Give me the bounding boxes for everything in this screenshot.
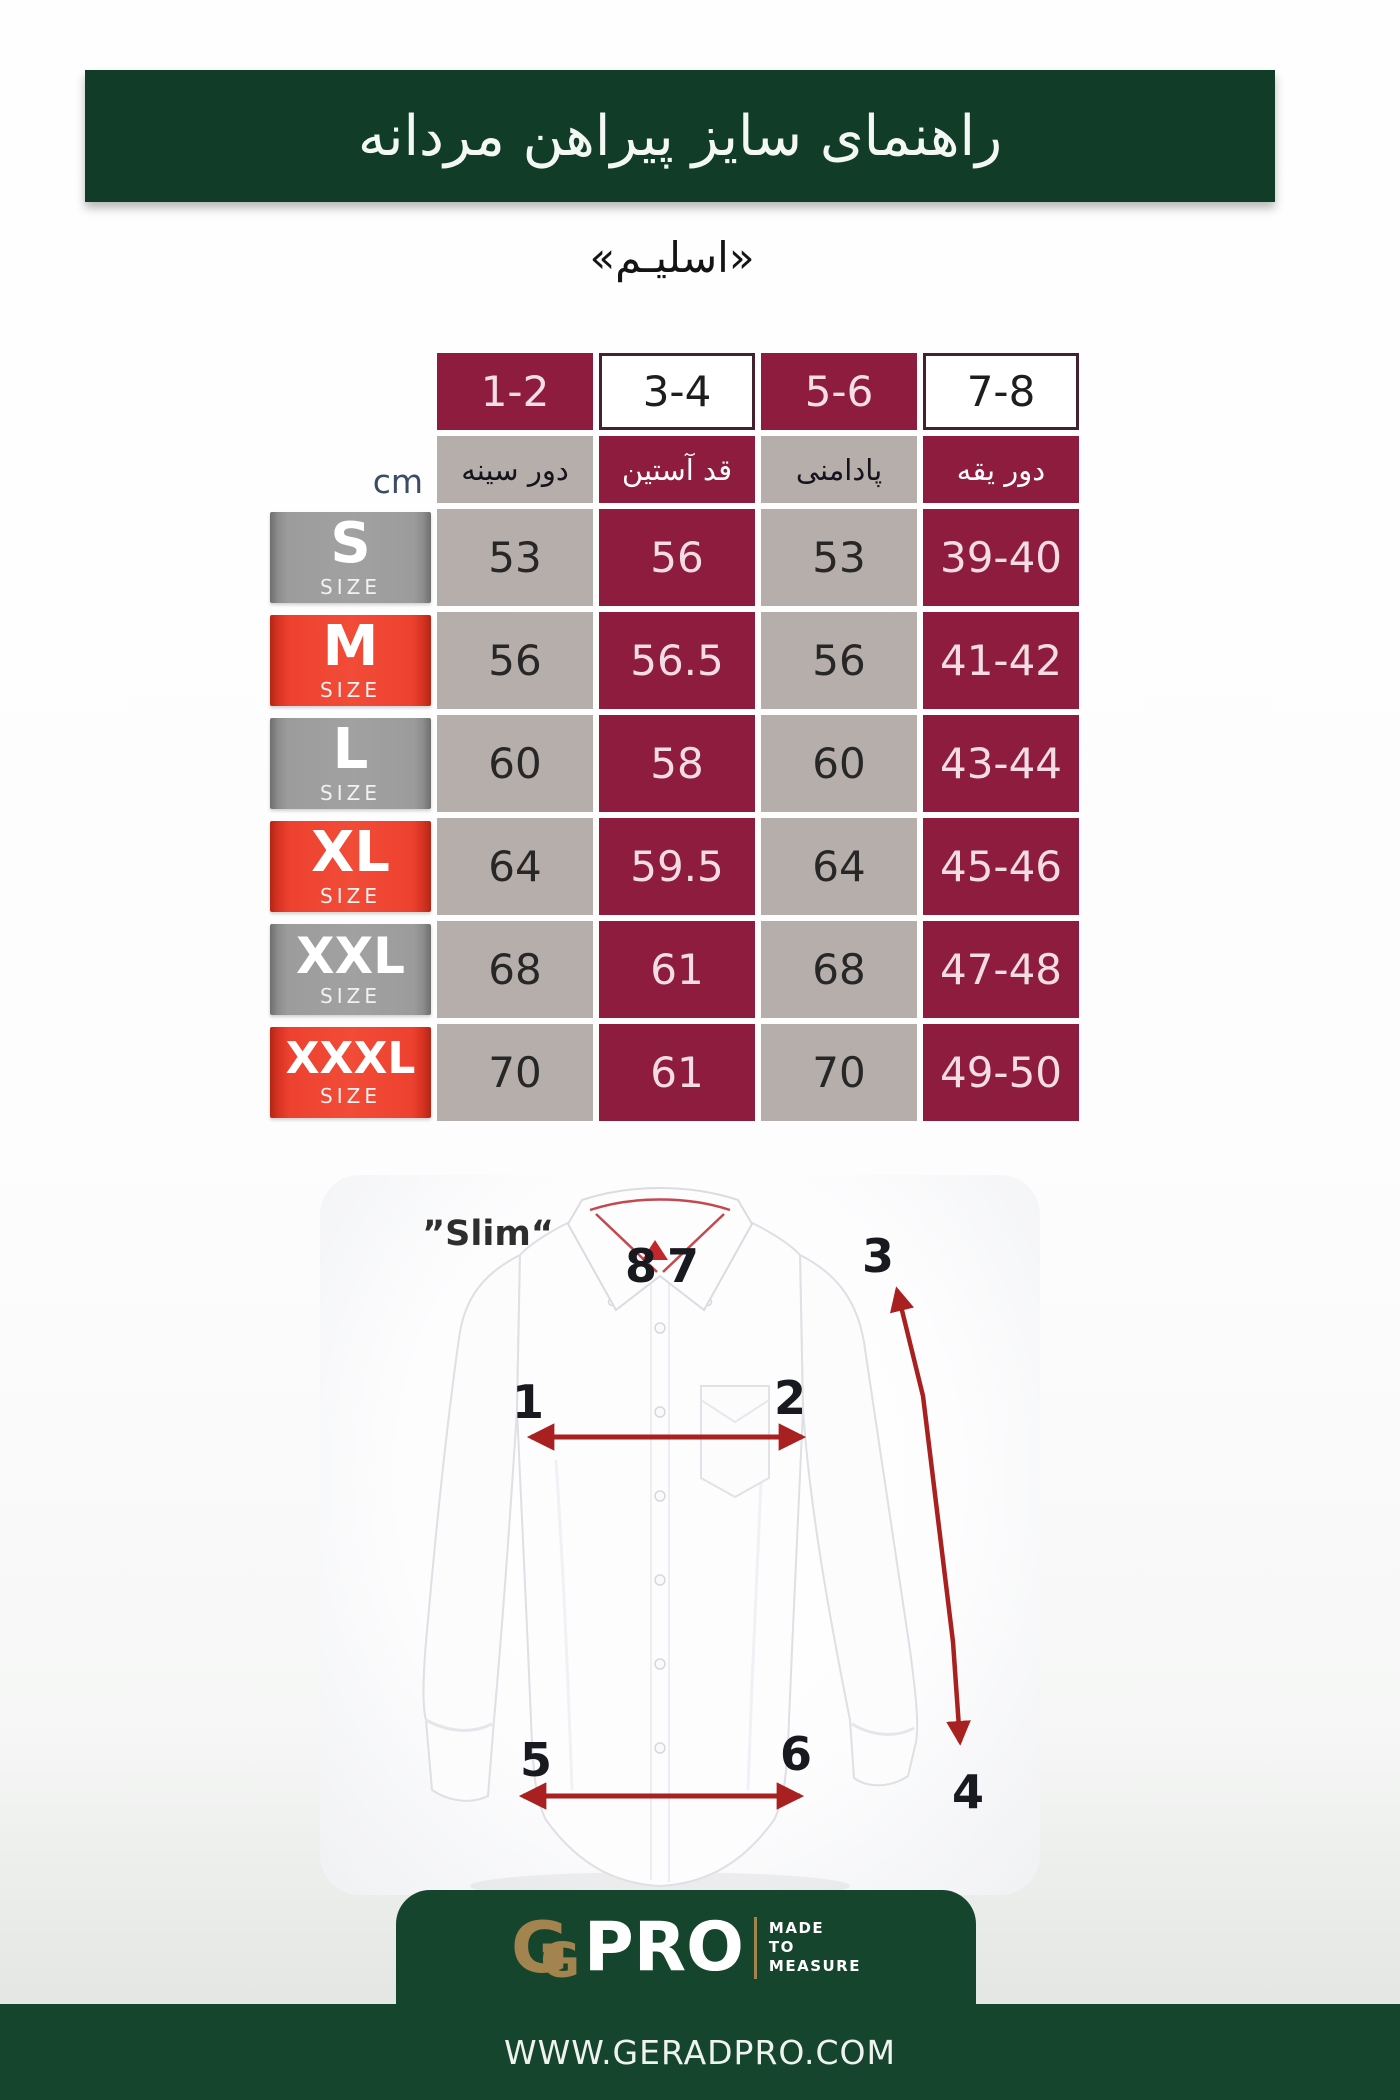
size-letter-l: L	[332, 717, 369, 782]
body-crease-left	[554, 1459, 574, 1791]
cell-xl-chest: 64	[437, 818, 593, 915]
cell-s-chest: 53	[437, 509, 593, 606]
logo-pro-text: PRO	[583, 1907, 744, 1987]
size-sublabel: SIZE	[320, 575, 381, 599]
pocket-flap-line	[700, 1399, 770, 1424]
measure-header-hem: پادامنی	[761, 436, 917, 503]
chest-pocket	[700, 1385, 770, 1499]
cell-xxxl-chest: 70	[437, 1024, 593, 1121]
measurement-arrows	[518, 1286, 971, 1810]
shirt-left-sleeve	[422, 1253, 522, 1802]
tagline-line-2: TO	[768, 1938, 795, 1956]
slim-fit-label: ”Slim“	[422, 1214, 554, 1254]
brand-logo-panel: G G PRO MADE TO MEASURE	[396, 1890, 976, 2005]
size-tag-s: S SIZE	[270, 512, 431, 603]
size-letter-s: S	[330, 511, 371, 576]
cell-xl-sleeve: 59.5	[599, 818, 755, 915]
body-crease-right	[746, 1459, 764, 1791]
brand-logo: G G PRO MADE TO MEASURE	[511, 1911, 861, 1985]
size-sublabel: SIZE	[320, 678, 381, 702]
cell-xxl-collar: 47-48	[923, 921, 1079, 1018]
cell-m-collar: 41-42	[923, 612, 1079, 709]
page-title: راهنمای سایز پیراهن مردانه	[357, 103, 1003, 169]
diagram-label-2: 2	[774, 1371, 806, 1425]
footer-bar: WWW.GERADPRO.COM	[0, 2004, 1400, 2100]
shirt-right-sleeve	[798, 1253, 919, 1787]
tagline-line-3: MEASURE	[768, 1957, 861, 1975]
diagram-label-1: 1	[512, 1375, 544, 1429]
size-sublabel: SIZE	[320, 1084, 381, 1108]
cell-l-chest: 60	[437, 715, 593, 812]
shirt-measurement-diagram: ”Slim“ 1 2 3 4 5 6 7 8	[422, 1187, 984, 1900]
point-header-5-6: 5-6	[761, 353, 917, 430]
diagram-label-7: 7	[667, 1239, 699, 1293]
diagram-label-4: 4	[952, 1765, 984, 1819]
cell-l-hem: 60	[761, 715, 917, 812]
cell-l-collar: 43-44	[923, 715, 1079, 812]
diagram-label-6: 6	[780, 1727, 812, 1781]
logo-letter-g1: G	[511, 1906, 569, 1989]
logo-tagline: MADE TO MEASURE	[769, 1919, 861, 1976]
size-letter-xxl: XXL	[296, 927, 405, 985]
cell-m-chest: 56	[437, 612, 593, 709]
title-bar: راهنمای سایز پیراهن مردانه	[85, 70, 1275, 202]
cell-s-collar: 39-40	[923, 509, 1079, 606]
logo-divider	[753, 1916, 757, 1979]
size-letter-m: M	[322, 614, 379, 679]
sleeve-arrow	[889, 1286, 971, 1746]
collar-marker-triangle	[642, 1240, 668, 1260]
left-cuff-seam	[425, 1718, 493, 1732]
cell-xl-hem: 64	[761, 818, 917, 915]
cell-xl-collar: 45-46	[923, 818, 1079, 915]
measure-header-collar: دور یقه	[923, 436, 1079, 503]
cell-l-sleeve: 58	[599, 715, 755, 812]
shirt-body	[515, 1216, 805, 1888]
diagram-label-3: 3	[862, 1229, 894, 1283]
size-letter-xl: XL	[311, 820, 390, 885]
measure-header-sleeve: قد آستین	[599, 436, 755, 503]
size-table: 1-2 3-4 5-6 7-8 cm دور سینه قد آستین پاد…	[270, 353, 1079, 1121]
cell-s-sleeve: 56	[599, 509, 755, 606]
unit-label: cm	[372, 462, 423, 501]
tagline-line-1: MADE	[768, 1919, 825, 1937]
size-letter-xxxl: XXXL	[285, 1033, 416, 1084]
measure-header-chest: دور سینه	[437, 436, 593, 503]
website-url: WWW.GERADPRO.COM	[503, 2032, 897, 2072]
cell-m-hem: 56	[761, 612, 917, 709]
cell-xxxl-sleeve: 61	[599, 1024, 755, 1121]
logo-letter-g2: G	[540, 1932, 580, 1989]
point-header-1-2: 1-2	[437, 353, 593, 430]
collar-red-piping	[589, 1198, 731, 1273]
size-sublabel: SIZE	[320, 884, 381, 908]
placket-lines	[650, 1278, 670, 1882]
point-header-7-8: 7-8	[923, 353, 1079, 430]
size-tag-xxxl: XXXL SIZE	[270, 1027, 431, 1118]
point-header-3-4: 3-4	[599, 353, 755, 430]
cell-xxl-sleeve: 61	[599, 921, 755, 1018]
cell-s-hem: 53	[761, 509, 917, 606]
size-tag-xl: XL SIZE	[270, 821, 431, 912]
table-corner-spacer	[270, 353, 431, 430]
size-tag-l: L SIZE	[270, 718, 431, 809]
cell-xxl-chest: 68	[437, 921, 593, 1018]
diagram-label-5: 5	[520, 1733, 552, 1787]
cell-xxxl-collar: 49-50	[923, 1024, 1079, 1121]
cell-xxl-hem: 68	[761, 921, 917, 1018]
fit-subtitle: «اسلیـم»	[589, 232, 755, 282]
diagram-label-8: 8	[625, 1239, 657, 1293]
size-sublabel: SIZE	[320, 781, 381, 805]
size-tag-m: M SIZE	[270, 615, 431, 706]
size-tag-xxl: XXL SIZE	[270, 924, 431, 1015]
size-sublabel: SIZE	[320, 984, 381, 1008]
cell-xxxl-hem: 70	[761, 1024, 917, 1121]
cell-m-sleeve: 56.5	[599, 612, 755, 709]
